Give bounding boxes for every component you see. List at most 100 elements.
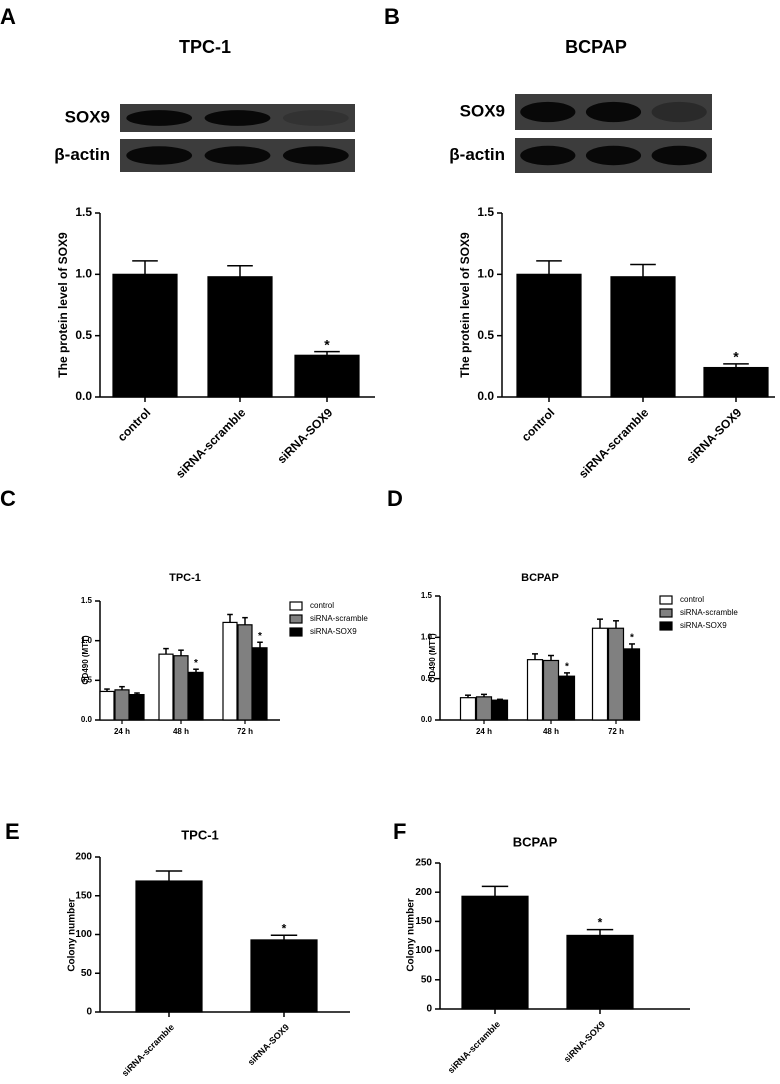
- y-tick-label: 250: [415, 858, 432, 869]
- bar: [703, 366, 769, 398]
- bar: [207, 276, 273, 398]
- blot-band: [282, 110, 349, 126]
- bar: [237, 624, 253, 721]
- bar: [526, 659, 544, 721]
- x-tick-label: 72 h: [237, 727, 253, 736]
- legend-swatch: [289, 614, 303, 624]
- bar: [459, 697, 477, 721]
- bar: [294, 354, 360, 398]
- blot-band: [585, 101, 642, 123]
- bar: [566, 934, 634, 1010]
- blot-label: β-actin: [54, 145, 110, 164]
- y-axis-label: Colony number: [67, 898, 78, 971]
- x-tick-label: 48 h: [543, 727, 559, 736]
- x-tick-label: siRNA-scramble: [120, 1022, 176, 1078]
- y-tick-label: 0.5: [477, 328, 494, 342]
- significance-mark: *: [258, 631, 262, 642]
- bar: [222, 621, 238, 721]
- y-tick-label: 0.0: [75, 389, 92, 403]
- blot-label: β-actin: [449, 145, 505, 164]
- y-tick-label: 200: [75, 852, 92, 863]
- blot-band: [651, 101, 707, 123]
- y-tick-label: 1.5: [75, 205, 92, 219]
- chart-title: BCPAP: [565, 37, 627, 57]
- y-tick-label: 0.0: [477, 389, 494, 403]
- y-axis-label: The protein level of SOX9: [458, 232, 472, 378]
- bar: [112, 273, 178, 398]
- legend-label: siRNA-scramble: [310, 614, 368, 623]
- legend-swatch: [289, 601, 303, 611]
- x-tick-label: control: [115, 405, 154, 444]
- x-tick-label: siRNA-scramble: [173, 405, 249, 481]
- panel-label: E: [5, 819, 20, 844]
- legend-swatch: [659, 621, 673, 631]
- panel-label: A: [0, 4, 16, 29]
- blot-label: SOX9: [460, 101, 505, 120]
- panel-label: D: [387, 486, 403, 511]
- bar: [461, 895, 529, 1010]
- bar: [591, 627, 609, 721]
- y-tick-label: 150: [415, 916, 432, 927]
- bar: [114, 689, 130, 721]
- legend-label: siRNA-scramble: [680, 608, 738, 617]
- y-tick-label: 1.5: [421, 591, 433, 600]
- x-tick-label: siRNA-scramble: [446, 1019, 502, 1075]
- x-tick-label: 48 h: [173, 727, 189, 736]
- blot-band: [204, 110, 271, 126]
- blot-band: [204, 146, 271, 165]
- y-tick-label: 1.0: [477, 267, 494, 281]
- bar: [516, 273, 582, 398]
- x-tick-label: siRNA-SOX9: [246, 1022, 291, 1067]
- y-tick-label: 1.0: [75, 267, 92, 281]
- panel-label: F: [393, 819, 406, 844]
- y-tick-label: 1.5: [477, 205, 494, 219]
- x-tick-label: 24 h: [114, 727, 130, 736]
- legend-swatch: [659, 608, 673, 618]
- bar: [542, 659, 560, 721]
- chart-title: TPC-1: [179, 37, 231, 57]
- bar: [188, 671, 204, 721]
- y-tick-label: 0.5: [421, 674, 433, 683]
- x-tick-label: siRNA-SOX9: [275, 405, 336, 466]
- y-tick-label: 200: [415, 887, 432, 898]
- bar: [250, 939, 318, 1013]
- y-tick-label: 100: [415, 945, 432, 956]
- bar: [158, 653, 174, 721]
- blot-band: [651, 145, 707, 166]
- y-tick-label: 50: [421, 974, 433, 985]
- bar: [99, 690, 115, 721]
- y-tick-label: 1.0: [421, 632, 433, 641]
- significance-mark: *: [630, 633, 634, 644]
- x-tick-label: siRNA-scramble: [576, 405, 652, 481]
- chart-title: TPC-1: [169, 572, 201, 584]
- bar: [607, 627, 625, 721]
- bar: [135, 880, 203, 1013]
- panel-label: C: [0, 486, 16, 511]
- chart-title: BCPAP: [521, 572, 559, 584]
- blot-label: SOX9: [65, 107, 110, 126]
- significance-mark: *: [194, 658, 198, 669]
- chart-title: BCPAP: [513, 834, 558, 849]
- significance-mark: *: [598, 916, 603, 930]
- y-tick-label: 100: [75, 929, 92, 940]
- y-tick-label: 150: [75, 890, 92, 901]
- x-tick-label: 72 h: [608, 727, 624, 736]
- y-tick-label: 0.0: [421, 715, 433, 724]
- y-axis-label: The protein level of SOX9: [56, 232, 70, 378]
- significance-mark: *: [282, 921, 287, 935]
- x-tick-label: 24 h: [476, 727, 492, 736]
- y-tick-label: 0.5: [75, 328, 92, 342]
- y-tick-label: 50: [81, 968, 93, 979]
- y-axis-label: OD490 (MTT): [428, 633, 437, 683]
- legend-label: siRNA-SOX9: [680, 621, 727, 630]
- significance-mark: *: [324, 336, 330, 352]
- y-tick-label: 1.0: [81, 636, 93, 645]
- y-axis-label: Colony number: [406, 898, 417, 971]
- legend-label: control: [310, 601, 334, 610]
- y-axis-label: OD490 (MTT): [81, 635, 90, 685]
- x-tick-label: control: [519, 405, 558, 444]
- y-tick-label: 0.0: [81, 715, 93, 724]
- bar: [173, 655, 189, 721]
- legend-swatch: [289, 627, 303, 637]
- bar: [252, 647, 268, 721]
